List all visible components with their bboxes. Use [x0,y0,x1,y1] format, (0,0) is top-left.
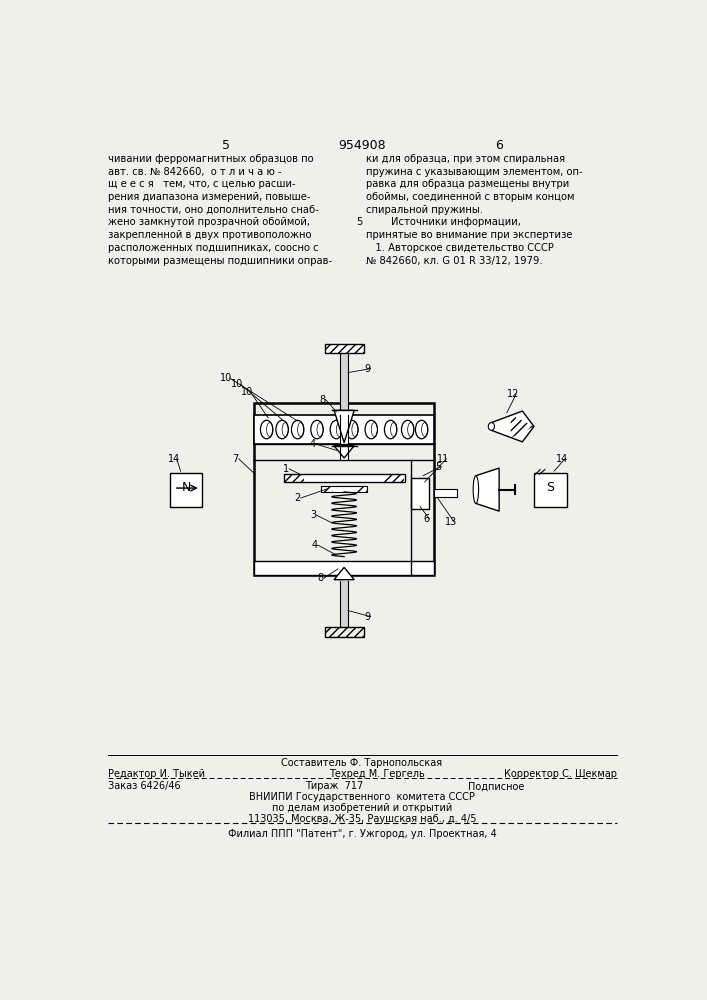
Text: 5: 5 [356,217,363,227]
Text: 4: 4 [312,540,317,550]
Text: 2: 2 [295,493,300,503]
Bar [411,478,429,509]
Ellipse shape [489,423,494,430]
Text: Подписное: Подписное [468,781,525,791]
Text: Тираж  717: Тираж 717 [305,781,363,791]
Text: Заказ 6426/46: Заказ 6426/46 [107,781,180,791]
Text: 13: 13 [445,517,457,527]
Text: 5: 5 [221,139,230,152]
Text: N: N [181,481,191,494]
Bar [321,486,368,492]
Text: закрепленной в двух противоположно: закрепленной в двух противоположно [107,230,311,240]
Text: № 842660, кл. G 01 R 33/12, 1979.: № 842660, кл. G 01 R 33/12, 1979. [366,256,542,266]
Polygon shape [334,446,354,458]
Text: ки для образца, при этом спиральная: ки для образца, при этом спиральная [366,154,565,164]
Bar [356,486,368,492]
Text: S: S [547,481,554,494]
Text: принятые во внимание при экспертизе: принятые во внимание при экспертизе [366,230,573,240]
Text: 3: 3 [310,510,316,520]
Text: 1. Авторское свидетельство СССР: 1. Авторское свидетельство СССР [366,243,554,253]
Bar [325,344,363,353]
Text: равка для образца размещены внутри: равка для образца размещены внутри [366,179,569,189]
Polygon shape [491,411,534,442]
Text: 5: 5 [435,462,441,472]
Text: 9: 9 [364,364,370,374]
Text: Составитель Ф. Тарнопольская: Составитель Ф. Тарнопольская [281,758,443,768]
Bar [434,489,457,497]
Text: 8: 8 [320,395,325,405]
Ellipse shape [473,476,479,503]
Text: 8: 8 [318,573,324,583]
Text: обоймы, соединенной с вторым концом: обоймы, соединенной с вторым концом [366,192,574,202]
Text: расположенных подшипниках, соосно с: расположенных подшипниках, соосно с [107,243,318,253]
Text: по делам изобретений и открытий: по делам изобретений и открытий [271,803,452,813]
Text: 14: 14 [556,454,568,464]
Text: чивании ферромагнитных образцов по: чивании ферромагнитных образцов по [107,154,313,164]
Text: Техред М. Гергель: Техред М. Гергель [329,769,424,779]
Text: Источники информации,: Источники информации, [366,217,520,227]
Text: Корректор С. Шекмар: Корректор С. Шекмар [504,769,617,779]
Bar [170,473,202,507]
Bar [255,403,434,575]
Bar [284,474,404,482]
Text: 6: 6 [423,514,429,524]
Polygon shape [334,410,354,443]
Bar [321,486,332,492]
Text: 10: 10 [231,379,243,389]
Text: 11: 11 [437,454,450,464]
Text: пружина с указывающим элементом, оп-: пружина с указывающим элементом, оп- [366,167,583,177]
Text: 6: 6 [495,139,503,152]
Text: ВНИИПИ Государственного  комитета СССР: ВНИИПИ Государственного комитета СССР [249,792,475,802]
Text: щ е е с я   тем, что, с целью расши-: щ е е с я тем, что, с целью расши- [107,179,296,189]
Text: жено замкнутой прозрачной обоймой,: жено замкнутой прозрачной обоймой, [107,217,310,227]
Text: 113035, Москва, Ж-35, Раушская наб., д. 4/5: 113035, Москва, Ж-35, Раушская наб., д. … [247,814,477,824]
Polygon shape [476,468,499,511]
Text: 10: 10 [241,387,253,397]
Polygon shape [334,567,354,580]
Text: 14: 14 [168,454,180,464]
Text: 10: 10 [220,373,233,383]
Text: 7: 7 [233,454,239,464]
Bar [385,474,404,482]
Text: спиральной пружины.: спиральной пружины. [366,205,483,215]
Bar [534,473,566,507]
Bar [284,474,304,482]
Bar [325,627,363,637]
Text: ния точности, оно дополнительно снаб-: ния точности, оно дополнительно снаб- [107,205,318,215]
Text: 12: 12 [507,389,519,399]
Text: 9: 9 [364,612,370,622]
Bar [255,561,434,575]
Text: Редактор И. Тыкей: Редактор И. Тыкей [107,769,205,779]
Text: Филиал ППП "Патент", г. Ужгород, ул. Проектная, 4: Филиал ППП "Патент", г. Ужгород, ул. Про… [228,829,496,839]
Text: 4: 4 [310,439,316,449]
Text: рения диапазона измерений, повыше-: рения диапазона измерений, повыше- [107,192,310,202]
Text: которыми размещены подшипники оправ-: которыми размещены подшипники оправ- [107,256,332,266]
Bar [255,415,434,444]
Text: авт. св. № 842660,  о т л и ч а ю -: авт. св. № 842660, о т л и ч а ю - [107,167,281,177]
Text: 954908: 954908 [338,139,386,152]
Text: 1: 1 [283,464,289,474]
